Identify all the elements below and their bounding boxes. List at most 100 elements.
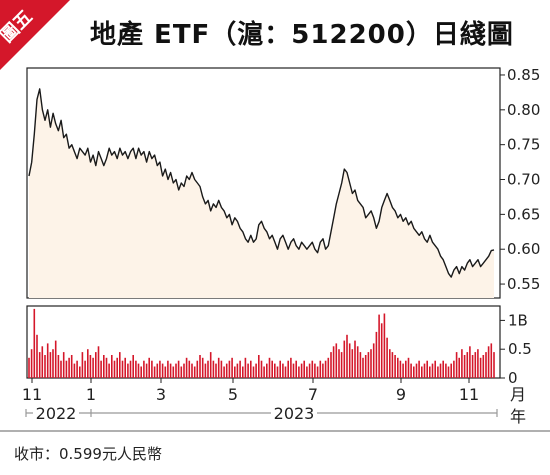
volume-bar (397, 357, 399, 378)
volume-bar (167, 360, 169, 378)
volume-bar (103, 355, 105, 378)
footer-bar: 收市：0.599元人民幣 (0, 430, 550, 475)
volume-bar (215, 363, 217, 378)
volume-bar (466, 352, 469, 378)
badge-corner-shape (0, 0, 70, 70)
volume-bar (60, 360, 62, 378)
price-y-tick-label: 0.55 (507, 275, 540, 293)
volume-bar (322, 363, 324, 378)
volume-bar (87, 349, 89, 378)
volume-bar (287, 360, 289, 378)
volume-bar (159, 360, 161, 378)
volume-bar (316, 366, 319, 378)
volume-bar (258, 355, 260, 378)
volume-bar (282, 363, 284, 378)
volume-bar (284, 366, 287, 378)
year-label-mask (271, 403, 317, 423)
volume-bar (70, 355, 73, 378)
volume-bar (156, 363, 159, 378)
volume-bar (405, 360, 407, 378)
volume-bar (375, 331, 378, 378)
volume-bar (244, 357, 247, 378)
x-tick-label: 11 (22, 385, 42, 404)
volume-bar (319, 360, 322, 378)
volume-bar (348, 343, 351, 378)
volume-bar (105, 357, 108, 378)
volume-bar (268, 357, 271, 378)
volume-bar (180, 366, 183, 378)
volume-bar (204, 363, 207, 378)
volume-bar (132, 355, 134, 378)
volume-bar (153, 366, 156, 378)
volume-bar (260, 360, 263, 378)
x-unit-label: 月 (510, 385, 526, 404)
volume-bar (62, 352, 65, 378)
volume-bar (41, 346, 44, 378)
volume-bar (351, 349, 354, 378)
volume-bar (266, 363, 268, 378)
volume-bar (57, 355, 60, 378)
volume-bar (372, 343, 375, 378)
volume-bar (359, 352, 362, 378)
volume-bar (450, 363, 452, 378)
volume-bar (81, 352, 84, 378)
volume-bar (370, 349, 372, 378)
volume-bar (196, 360, 199, 378)
volume-bar (332, 346, 335, 378)
volume-bar (188, 360, 191, 378)
volume-y-tick-label: 1B (508, 311, 528, 329)
volume-bar (485, 352, 487, 378)
volume-bar (124, 357, 126, 378)
volume-bar (199, 355, 201, 378)
volume-bar (437, 366, 439, 378)
volume-bar (338, 349, 340, 378)
volume-bar (201, 357, 204, 378)
volume-bar (442, 360, 444, 378)
volume-bar (135, 360, 137, 378)
volume-bar (493, 352, 495, 378)
volume-bar (482, 355, 485, 378)
volume-bar (127, 363, 129, 378)
x-tick-label: 5 (228, 385, 238, 404)
volume-bar (217, 357, 220, 378)
volume-bar (116, 357, 118, 378)
volume-bar (239, 360, 241, 378)
volume-bar (391, 352, 394, 378)
volume-bar (140, 366, 142, 378)
volume-bar (92, 357, 94, 378)
volume-bar (44, 355, 46, 378)
chart-title: 地產 ETF（滬：512200）日綫圖 (90, 20, 514, 50)
volume-bar (52, 349, 54, 378)
volume-bar (274, 363, 276, 378)
volume-bar (306, 366, 308, 378)
volume-bar (54, 340, 57, 378)
volume-bar (46, 343, 49, 378)
price-series-line (28, 88, 495, 278)
volume-bar (458, 357, 460, 378)
volume-bar (84, 360, 86, 378)
volume-bar (212, 360, 215, 378)
year-label: 2023 (274, 404, 315, 423)
volume-bar (183, 363, 185, 378)
volume-bar (30, 349, 33, 378)
volume-bar (356, 346, 359, 378)
volume-bar (169, 363, 172, 378)
volume-bar (343, 340, 346, 378)
price-y-tick-label: 0.65 (507, 205, 540, 223)
volume-bar (378, 314, 380, 378)
volume-bar (279, 360, 281, 378)
volume-bar (423, 363, 426, 378)
volume-bar (399, 360, 402, 378)
volume-bar (413, 366, 415, 378)
volume-bar (145, 363, 148, 378)
volume-bar (295, 360, 297, 378)
x-tick-label: 9 (396, 385, 406, 404)
volume-bar (185, 357, 188, 378)
volume-bar (469, 346, 471, 378)
figure-badge: 圖五 (0, 0, 70, 70)
volume-bar (383, 313, 386, 378)
volume-bar (65, 360, 68, 378)
volume-bar (172, 366, 175, 378)
volume-bar (380, 323, 383, 378)
